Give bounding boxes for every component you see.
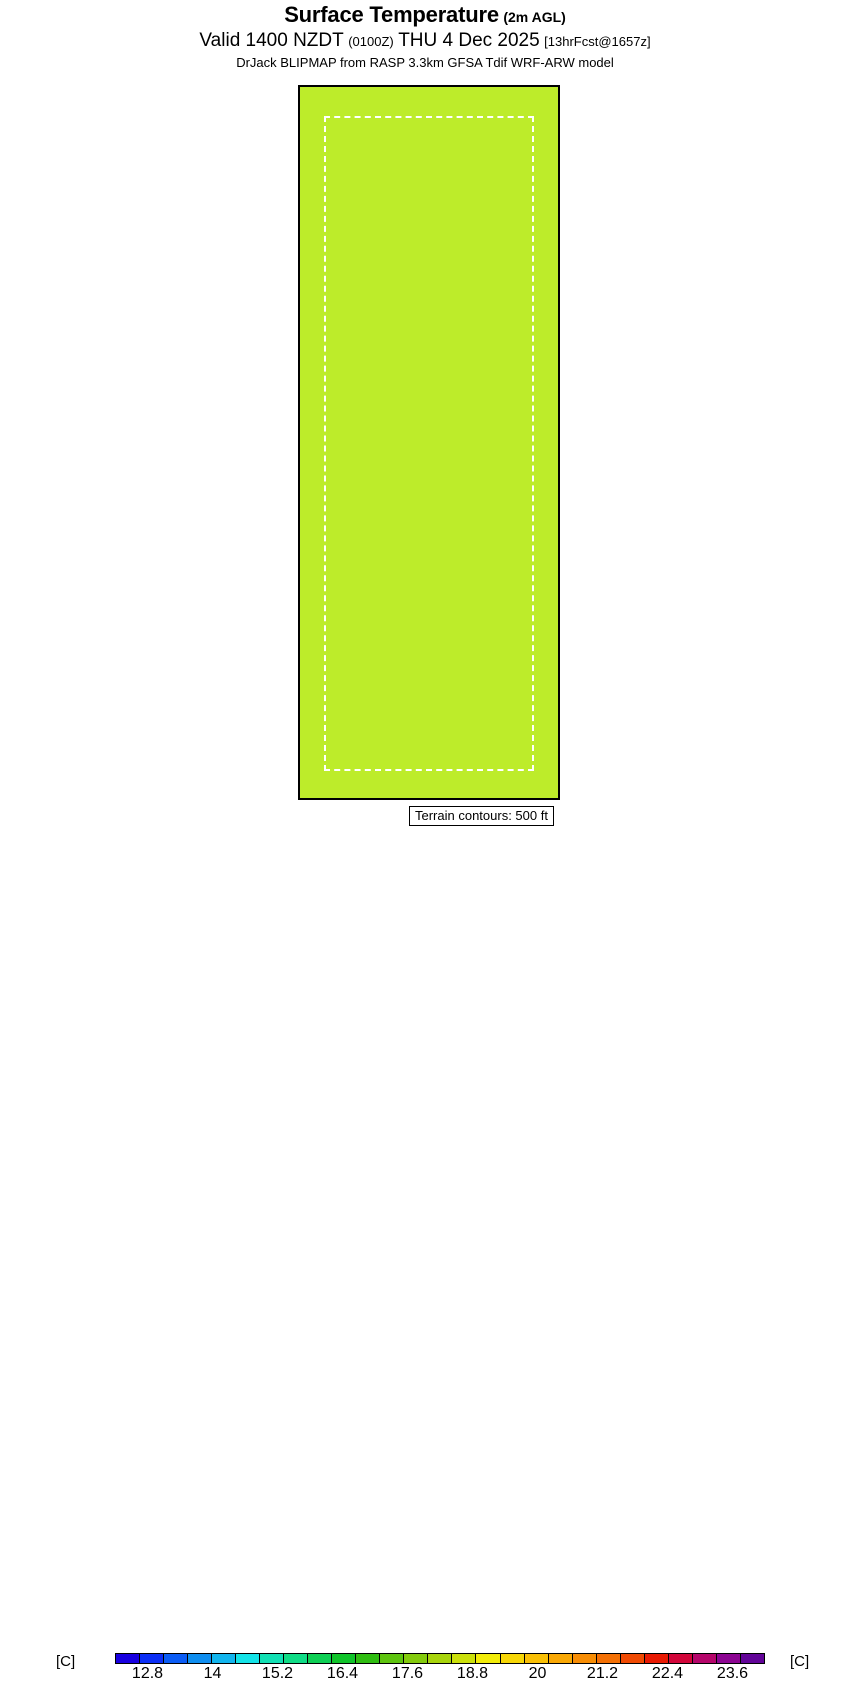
- colorbar-segment: [500, 1654, 525, 1663]
- colorbar-segment: [116, 1654, 141, 1663]
- terrain-contour-note: Terrain contours: 500 ft: [409, 806, 554, 826]
- colorbar-segment: [524, 1654, 549, 1663]
- colorbar-segment: [188, 1654, 213, 1663]
- temperature-field-canvas: [300, 87, 558, 798]
- forecast-age: [13hrFcst@1657z]: [544, 33, 651, 49]
- valid-utc-time: (0100Z): [348, 33, 394, 49]
- colorbar-segment: [380, 1654, 405, 1663]
- colorbar-tick-label: 17.6: [391, 1665, 424, 1682]
- model-description: DrJack BLIPMAP from RASP 3.3km GFSA Tdif…: [236, 54, 614, 70]
- colorbar-segment: [740, 1654, 764, 1663]
- colorbar-segment: [692, 1654, 717, 1663]
- colorbar-segment: [356, 1654, 381, 1663]
- valid-date: THU 4 Dec 2025: [398, 29, 540, 51]
- colorbar[interactable]: [115, 1653, 765, 1664]
- colorbar-tick-label: 15.2: [261, 1665, 294, 1682]
- colorbar-segment: [284, 1654, 309, 1663]
- colorbar-segment: [548, 1654, 573, 1663]
- colorbar-segment: [620, 1654, 645, 1663]
- colorbar-tick-label: 23.6: [716, 1665, 749, 1682]
- colorbar-tick-label: 16.4: [326, 1665, 359, 1682]
- colorbar-ticks: 12.8 14 15.2 16.4 17.6 18.8 20 21.2 22.4 23.6: [115, 1665, 765, 1685]
- colorbar-segment: [332, 1654, 357, 1663]
- colorbar-tick-label: 22.4: [651, 1665, 684, 1682]
- valid-local-time: Valid 1400 NZDT: [199, 29, 344, 51]
- colorbar-unit-left: [C]: [56, 1653, 76, 1670]
- colorbar-segment: [260, 1654, 285, 1663]
- colorbar-tick-label: 14: [203, 1665, 222, 1682]
- colorbar-segment: [644, 1654, 669, 1663]
- colorbar-segment: [428, 1654, 453, 1663]
- title-sub: (2m AGL): [503, 9, 566, 25]
- colorbar-segment: [596, 1654, 621, 1663]
- colorbar-segment: [140, 1654, 165, 1663]
- colorbar-segment: [404, 1654, 429, 1663]
- temperature-map[interactable]: [298, 85, 560, 800]
- valid-time-line: Valid 1400 NZDT (0100Z) THU 4 Dec 2025 […: [0, 29, 850, 51]
- colorbar-unit-right: [C]: [790, 1653, 810, 1670]
- colorbar-tick-label: 18.8: [456, 1665, 489, 1682]
- colorbar-segment: [572, 1654, 597, 1663]
- colorbar-segment: [452, 1654, 477, 1663]
- header: Surface Temperature (2m AGL) Valid 1400 …: [0, 0, 850, 70]
- title-main: Surface Temperature: [284, 2, 499, 27]
- colorbar-segment: [212, 1654, 237, 1663]
- colorbar-segment: [476, 1654, 501, 1663]
- colorbar-tick-label: 12.8: [131, 1665, 164, 1682]
- colorbar-tick-label: 20: [528, 1665, 547, 1682]
- page-title: Surface Temperature (2m AGL): [0, 3, 850, 27]
- colorbar-segment: [164, 1654, 189, 1663]
- colorbar-segment: [236, 1654, 261, 1663]
- colorbar-area: [C] 12.8 14 15.2 16.4 17.6 18.8 20 21.2 22.4 23.6…: [0, 825, 850, 1682]
- colorbar-segment: [668, 1654, 693, 1663]
- colorbar-tick-label: 21.2: [586, 1665, 619, 1682]
- colorbar-segment: [716, 1654, 741, 1663]
- colorbar-segment: [308, 1654, 333, 1663]
